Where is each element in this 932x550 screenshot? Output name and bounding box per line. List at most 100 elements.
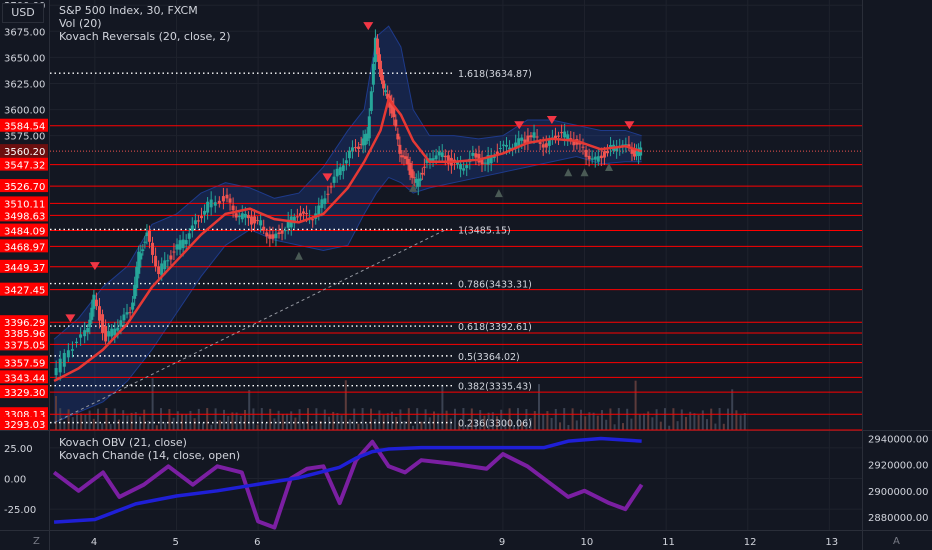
- reversal-down-marker: [322, 173, 333, 182]
- candle-body: [382, 80, 386, 89]
- volume-bar: [357, 423, 360, 430]
- candle-body: [172, 251, 176, 253]
- volume-bar: [559, 422, 561, 430]
- volume-bar: [676, 421, 679, 430]
- candle-body: [599, 155, 603, 159]
- volume-bar: [109, 424, 112, 430]
- volume-bar: [298, 409, 301, 430]
- candle-body: [400, 155, 404, 158]
- candle-body: [367, 116, 371, 139]
- volume-bar: [176, 411, 179, 430]
- level-price-tag: [0, 157, 48, 171]
- obv-tick-label: 2900000.00: [868, 487, 928, 498]
- volume-bar: [336, 413, 339, 430]
- candle-body: [462, 168, 466, 171]
- last-price-tag: [0, 144, 48, 158]
- candle-body: [298, 213, 302, 217]
- volume-bar: [626, 408, 629, 430]
- volume-bar: [546, 411, 549, 430]
- candle-body: [326, 193, 330, 195]
- candle-body: [274, 233, 278, 239]
- candle-body: [301, 211, 305, 214]
- candle-body: [596, 156, 600, 162]
- indicator-reversals[interactable]: Kovach Reversals (20, close, 2): [59, 30, 231, 43]
- candle-body: [75, 341, 79, 343]
- candle-body: [92, 294, 96, 309]
- candle-body: [526, 135, 530, 142]
- candle-body: [243, 213, 247, 218]
- volume-bar: [365, 423, 368, 430]
- candle-body: [190, 225, 194, 231]
- level-price-tag: [0, 259, 48, 273]
- volume-bar: [449, 418, 452, 430]
- candle-body: [228, 198, 232, 203]
- level-price-tag: [0, 239, 48, 253]
- level-price-tag-text: 3396.29: [4, 318, 45, 329]
- candle-body: [380, 69, 384, 81]
- candle-body: [557, 135, 561, 137]
- volume-bar: [244, 409, 246, 430]
- level-price-tag-text: 3329.30: [4, 388, 45, 399]
- candle-body: [373, 37, 377, 63]
- symbol-title[interactable]: S&P 500 Index, 30, FXCM: [59, 4, 198, 17]
- volume-bar: [605, 419, 608, 430]
- time-tick-label: 4: [91, 537, 97, 548]
- volume-bar: [307, 408, 309, 430]
- volume-bar: [412, 425, 414, 430]
- volume-bar: [550, 417, 553, 430]
- volume-bar: [160, 408, 162, 430]
- candle-body: [107, 331, 111, 337]
- candle-body: [347, 150, 351, 159]
- volume-bar: [218, 420, 221, 430]
- volume-bar: [315, 408, 318, 430]
- volume-bar: [735, 410, 738, 430]
- volume-bar: [76, 411, 78, 430]
- reversal-down-marker: [546, 116, 557, 125]
- volume-bar: [416, 408, 419, 430]
- volume-bar: [399, 409, 402, 430]
- volume-bar: [260, 408, 263, 430]
- candle-body: [365, 133, 369, 141]
- volume-bar: [71, 417, 74, 430]
- candle-body: [141, 249, 145, 252]
- level-price-tag-text: 3375.05: [4, 340, 45, 351]
- candle-body: [160, 263, 164, 276]
- volume-bar: [130, 412, 133, 430]
- auto-scale-toggle[interactable]: A: [893, 536, 900, 547]
- volume-bar: [697, 415, 700, 430]
- candle-body: [359, 143, 363, 146]
- volume-bar: [193, 418, 196, 430]
- candle-body: [471, 152, 475, 156]
- level-price-tag-text: 3385.96: [4, 329, 45, 340]
- candle-body: [237, 215, 241, 218]
- volume-bar: [340, 415, 343, 430]
- candle-body: [113, 328, 117, 336]
- candle-body: [58, 358, 62, 373]
- volume-bar: [542, 414, 545, 430]
- time-tick-label: 10: [581, 537, 594, 548]
- indicator-volume[interactable]: Vol (20): [59, 17, 102, 30]
- level-price-tag-text: 3526.70: [4, 182, 45, 193]
- candle-body: [262, 226, 266, 231]
- currency-label[interactable]: USD: [2, 3, 44, 23]
- candle-body: [402, 156, 406, 158]
- volume-bar: [496, 416, 498, 430]
- candle-body: [418, 178, 422, 181]
- indicator-chande[interactable]: Kovach Chande (14, close, open): [59, 449, 241, 462]
- volume-bar: [596, 415, 599, 430]
- volume-bar: [613, 424, 616, 430]
- indicator-obv[interactable]: Kovach OBV (21, close): [59, 436, 187, 449]
- volume-bar: [248, 390, 251, 430]
- candle-body: [523, 139, 527, 144]
- candle-body: [587, 155, 591, 160]
- candle-body: [605, 150, 609, 154]
- level-price-tag: [0, 337, 48, 351]
- candle-body: [553, 135, 557, 139]
- candle-body: [529, 135, 533, 138]
- candle-body: [369, 91, 373, 111]
- candle-body: [386, 93, 390, 99]
- zoom-toggle[interactable]: Z: [33, 536, 40, 547]
- candle-body: [157, 266, 161, 275]
- level-price-tag: [0, 417, 48, 430]
